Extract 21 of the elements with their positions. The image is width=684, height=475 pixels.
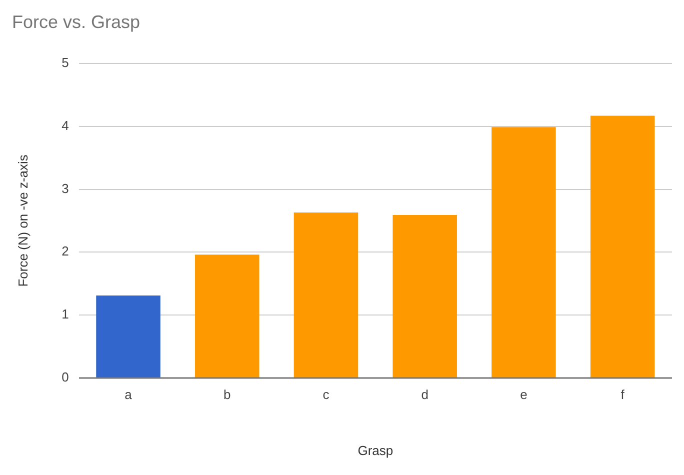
- y-tick-label: 3: [62, 180, 69, 196]
- chart-title: Force vs. Grasp: [12, 12, 140, 32]
- y-tick-label: 1: [62, 306, 69, 322]
- x-axis-title: Grasp: [358, 442, 394, 458]
- x-tick-label: f: [620, 387, 625, 402]
- bar: [194, 254, 260, 378]
- x-tick-label: a: [124, 387, 133, 402]
- y-tick-label: 2: [62, 244, 69, 259]
- bar: [492, 127, 556, 378]
- x-tick-label: d: [421, 387, 428, 402]
- bar: [96, 295, 160, 378]
- x-tick-label: e: [520, 387, 528, 402]
- x-tick-label: b: [224, 387, 231, 402]
- y-tick-label: 0: [62, 369, 69, 384]
- bar: [590, 116, 655, 378]
- bar: [294, 212, 358, 378]
- x-tick-label: c: [322, 387, 330, 402]
- bar: [392, 215, 457, 378]
- y-tick-label: 5: [62, 55, 69, 70]
- y-tick-label: 4: [62, 118, 69, 134]
- y-axis-title: Force (N) on -ve z-axis: [15, 154, 30, 287]
